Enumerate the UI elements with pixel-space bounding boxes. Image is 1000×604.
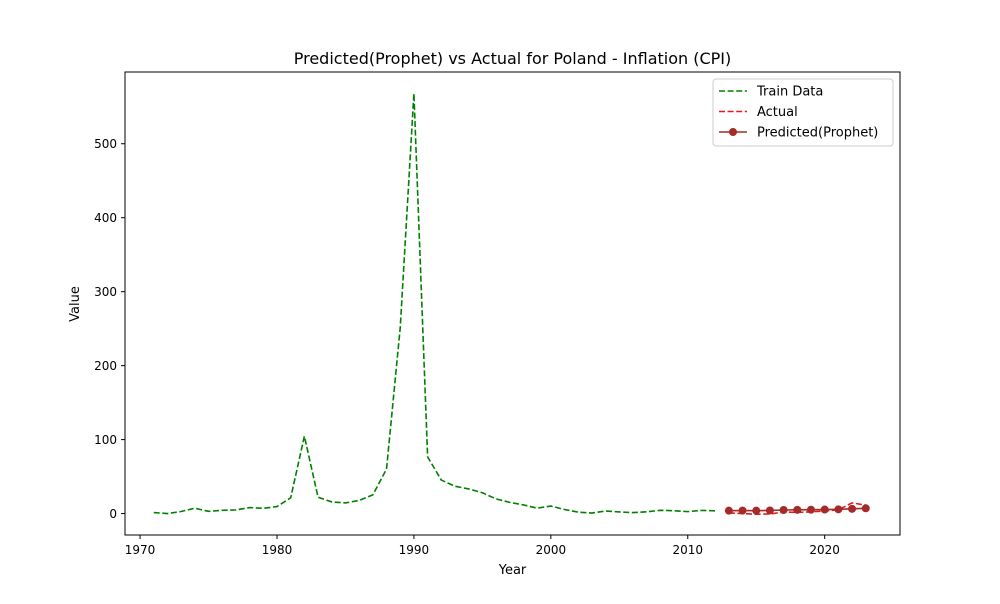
data-point-predicted-prophet (752, 506, 761, 515)
x-tick-label: 1980 (262, 543, 293, 557)
x-tick-label: 1970 (125, 543, 156, 557)
legend: Train Data Actual Predicted(Prophet) (712, 78, 894, 147)
y-tick-label: 0 (109, 507, 117, 521)
legend-marker-predicted-prophet (729, 128, 737, 136)
data-point-predicted-prophet (806, 505, 815, 514)
x-tick-label: 2000 (536, 543, 567, 557)
y-tick-label: 400 (94, 211, 117, 225)
plot-area-frame (124, 71, 901, 536)
legend-label-actual: Actual (757, 105, 798, 120)
series-line-actual (728, 502, 866, 516)
data-point-predicted-prophet (724, 506, 733, 515)
y-tick-label: 200 (94, 359, 117, 373)
data-point-predicted-prophet (779, 506, 788, 515)
data-point-predicted-prophet (834, 505, 843, 514)
x-tick-label: 2010 (672, 543, 703, 557)
y-axis-label: Value (68, 286, 83, 322)
x-tick-label: 2020 (809, 543, 840, 557)
legend-label-predicted-prophet: Predicted(Prophet) (757, 126, 878, 141)
data-point-predicted-prophet (861, 504, 870, 513)
legend-box (712, 78, 894, 147)
y-tick-label: 500 (94, 137, 117, 151)
data-point-predicted-prophet (793, 505, 802, 514)
data-point-predicted-prophet (848, 504, 857, 513)
data-point-predicted-prophet (820, 505, 829, 514)
y-tick-label: 100 (94, 433, 117, 447)
x-tick-label: 1990 (399, 543, 430, 557)
x-axis-label: Year (498, 563, 527, 578)
series-line-train-data (153, 92, 716, 515)
y-tick-label: 300 (94, 285, 117, 299)
chart-title: Predicted(Prophet) vs Actual for Poland … (294, 49, 732, 68)
legend-label-train-data: Train Data (756, 85, 823, 100)
data-point-predicted-prophet (765, 506, 774, 515)
data-point-predicted-prophet (738, 506, 747, 515)
